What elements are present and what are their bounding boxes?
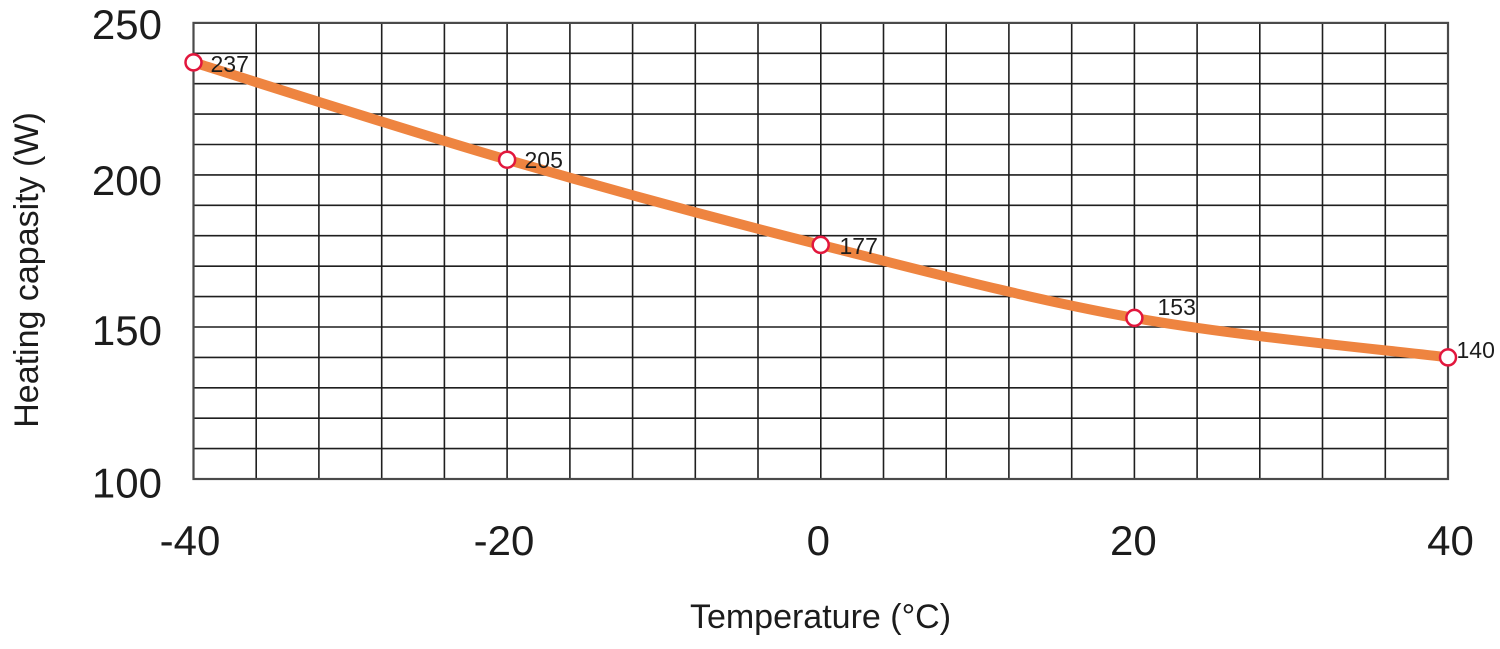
svg-text:-40: -40 bbox=[160, 517, 221, 564]
svg-text:250: 250 bbox=[92, 1, 162, 48]
svg-text:153: 153 bbox=[1158, 294, 1196, 320]
svg-text:40: 40 bbox=[1427, 517, 1474, 564]
svg-text:0: 0 bbox=[807, 517, 830, 564]
svg-text:Heating capasity (W): Heating capasity (W) bbox=[8, 112, 46, 428]
svg-text:20: 20 bbox=[1110, 517, 1157, 564]
svg-text:-20: -20 bbox=[474, 517, 535, 564]
svg-text:200: 200 bbox=[92, 157, 162, 204]
svg-text:Temperature (°C): Temperature (°C) bbox=[690, 598, 951, 636]
svg-text:150: 150 bbox=[92, 307, 162, 354]
svg-text:140: 140 bbox=[1457, 337, 1495, 363]
svg-text:237: 237 bbox=[211, 51, 249, 77]
svg-text:100: 100 bbox=[92, 459, 162, 506]
svg-text:177: 177 bbox=[840, 233, 878, 259]
svg-text:205: 205 bbox=[525, 147, 563, 173]
